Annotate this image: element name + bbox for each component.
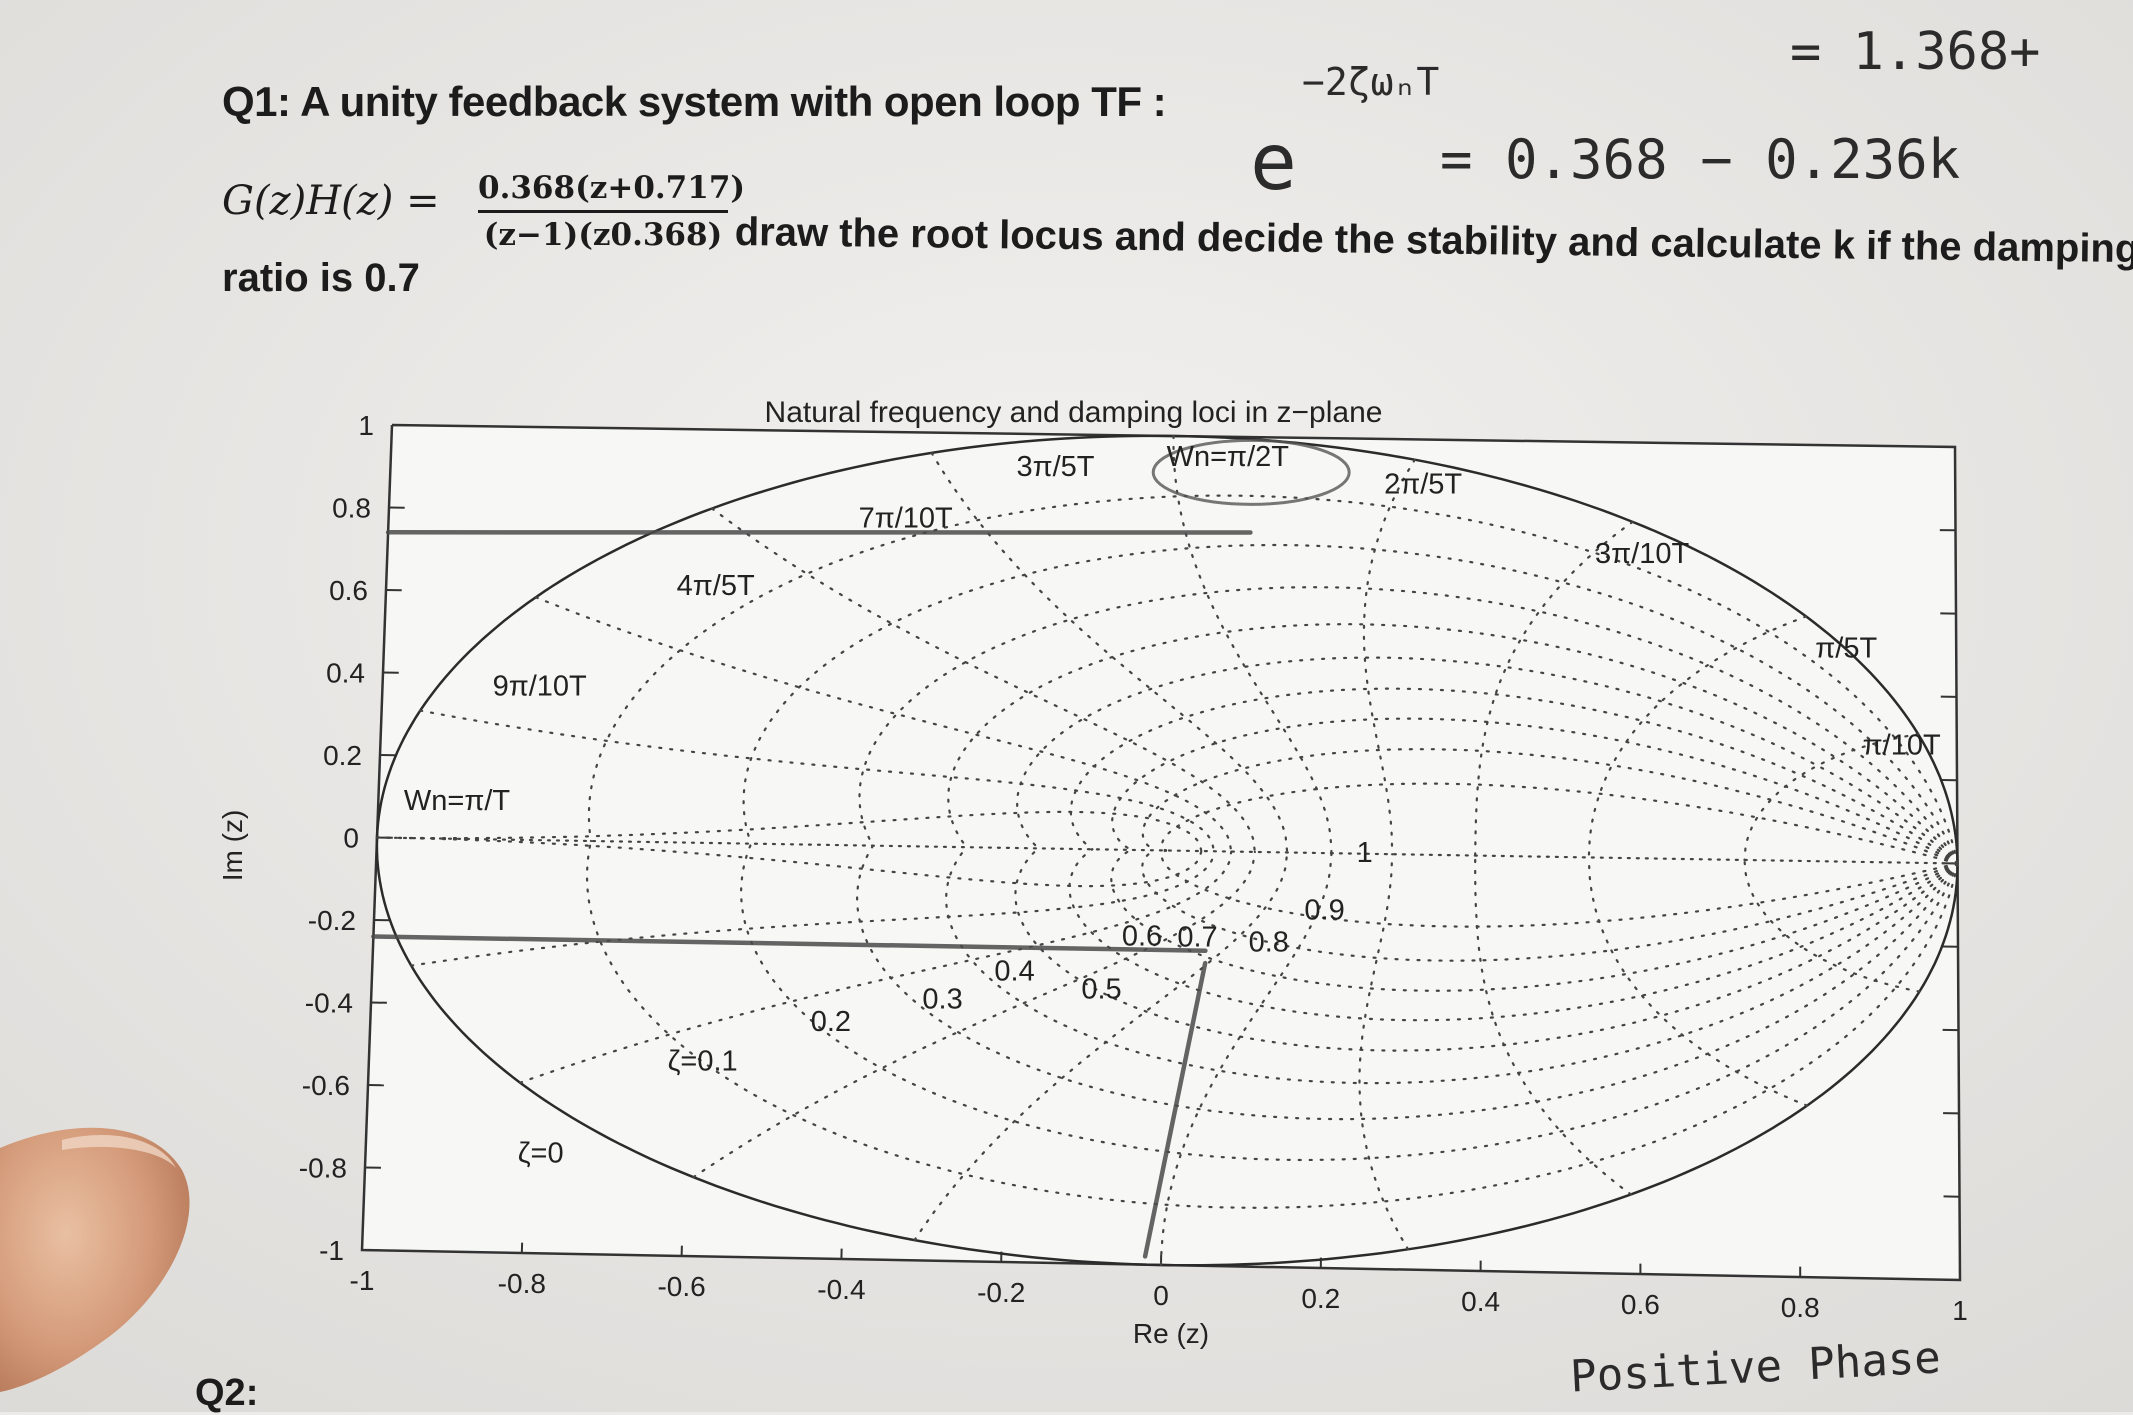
y-tick-label: 0.6 (329, 575, 368, 606)
chart-title: Natural frequency and damping loci in z−… (765, 396, 1383, 429)
x-tick-label: -0.8 (498, 1268, 546, 1299)
wn-label: π/5T (1815, 633, 1877, 665)
x-tick-label: 1 (1952, 1295, 1968, 1326)
x-tick-label: -0.4 (817, 1274, 865, 1305)
x-tick-label: 0.6 (1621, 1289, 1660, 1320)
damping-label: 0.9 (1304, 894, 1344, 926)
x-tick-label: 0.4 (1461, 1286, 1500, 1317)
damping-label: 0.2 (811, 1006, 851, 1038)
y-tick-label: -0.6 (302, 1070, 350, 1101)
wn-label: 2π/5T (1384, 468, 1462, 500)
y-axis-label: Im (z) (217, 810, 248, 882)
damping-label: 0.5 (1081, 974, 1121, 1006)
y-tick-label: 0.2 (323, 740, 362, 771)
damping-label: 0.3 (922, 983, 962, 1015)
damping-label: 0.7 (1177, 921, 1217, 953)
x-tick-label: 0 (1153, 1280, 1169, 1311)
wn-label: 3π/5T (1016, 451, 1094, 483)
damping-label: 0.4 (994, 956, 1034, 988)
y-tick-label: -0.4 (305, 988, 353, 1019)
x-tick-label: -0.2 (977, 1277, 1025, 1308)
y-tick-label: -0.2 (308, 905, 356, 936)
wn-label: 7π/10T (859, 502, 953, 534)
y-tick-label: 0 (343, 823, 359, 854)
x-tick-label: 0.8 (1781, 1292, 1820, 1323)
y-tick-label: 0.4 (326, 658, 365, 689)
plot-frame (362, 425, 1960, 1280)
wn-label: Wn=π/2T (1167, 441, 1290, 473)
y-tick-label: 1 (358, 410, 374, 441)
damping-label: 0.6 (1122, 920, 1162, 952)
x-tick-label: -0.6 (657, 1271, 705, 1302)
plot-box (362, 425, 1960, 1280)
x-axis-label: Re (z) (1133, 1318, 1209, 1349)
x-tick-label: 0.2 (1301, 1283, 1340, 1314)
damping-label: ζ=0 (518, 1137, 564, 1169)
y-tick-label: -0.8 (299, 1153, 347, 1184)
y-tick-label: -1 (319, 1235, 344, 1266)
damping-label: 1 (1357, 837, 1373, 869)
wn-label: 3π/10T (1595, 538, 1689, 570)
damping-label: 0.8 (1249, 927, 1289, 959)
wn-label: π/10T (1863, 729, 1941, 761)
y-tick-label: 0.8 (332, 493, 371, 524)
damping-label: ζ=0.1 (668, 1045, 738, 1077)
wn-label: 4π/5T (677, 570, 755, 602)
x-tick-label: -1 (350, 1265, 375, 1296)
wn-label: 9π/10T (493, 671, 587, 703)
wn-label: Wn=π/T (404, 785, 511, 817)
